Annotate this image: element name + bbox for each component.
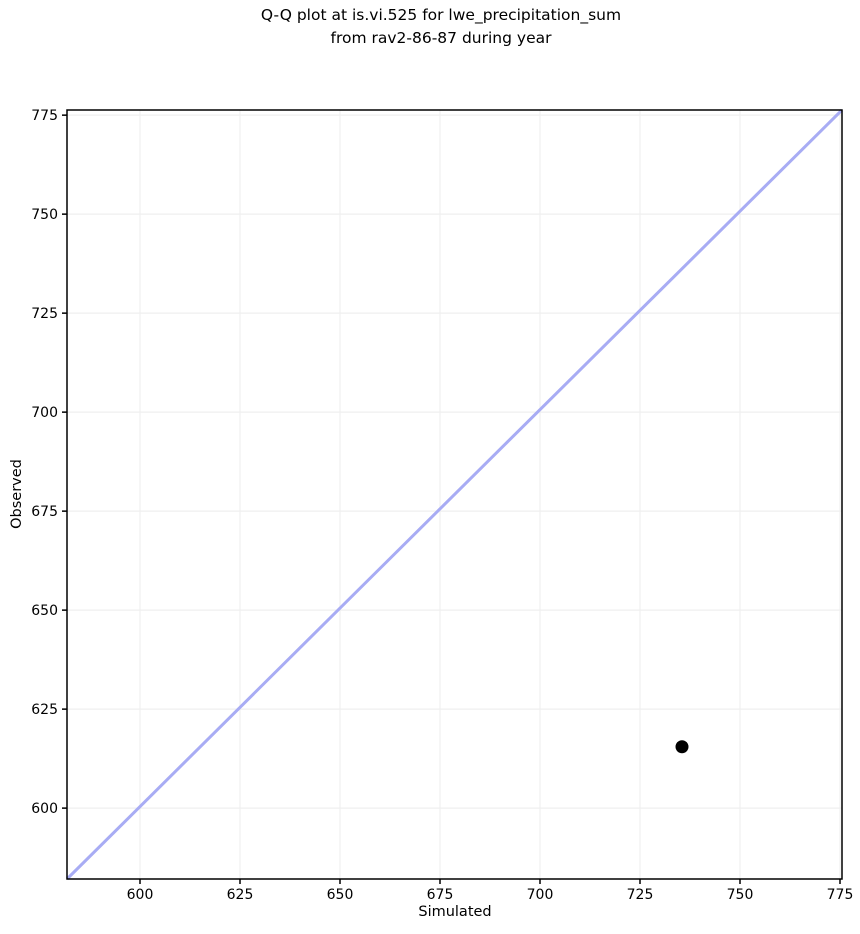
x-tick-label: 675 [427, 887, 454, 903]
y-tick-label: 725 [31, 306, 58, 322]
x-tick-label: 600 [127, 887, 154, 903]
data-point [675, 740, 689, 754]
y-axis-label: Observed [9, 459, 25, 529]
x-tick-label: 625 [227, 887, 254, 903]
y-tick-label: 700 [31, 405, 58, 421]
chart-title: Q-Q plot at is.vi.525 for lwe_precipitat… [11, 4, 860, 50]
x-tick-label: 700 [527, 887, 554, 903]
y-tick-label: 625 [31, 702, 58, 718]
x-tick-label: 725 [627, 887, 654, 903]
chart-title-line1: Q-Q plot at is.vi.525 for lwe_precipitat… [260, 6, 622, 24]
chart-title-line2: from rav2-86-87 during year [330, 29, 552, 47]
y-tick-label: 675 [31, 504, 58, 520]
x-tick-label: 750 [727, 887, 754, 903]
x-axis-label: Simulated [418, 904, 492, 920]
x-tick-label: 650 [327, 887, 354, 903]
y-tick-label: 750 [31, 207, 58, 223]
plot-border [66, 109, 843, 880]
x-tick-label: 775 [827, 887, 854, 903]
identity-reference-line [65, 108, 844, 881]
y-tick-label: 600 [31, 801, 58, 817]
y-tick-label: 650 [31, 603, 58, 619]
y-tick-label: 775 [31, 108, 58, 124]
